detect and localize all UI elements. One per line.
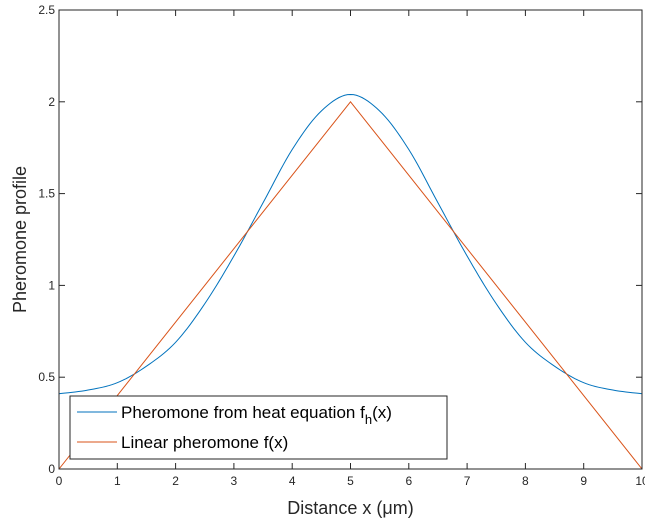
x-tick-label: 1 — [114, 474, 121, 488]
legend-box — [69, 395, 448, 460]
x-tick-label: 3 — [231, 474, 238, 488]
y-tick-label: 1 — [48, 278, 55, 292]
y-tick-label: 2.5 — [38, 3, 55, 17]
x-tick-label: 0 — [56, 474, 63, 488]
y-tick-label: 0.5 — [38, 370, 55, 384]
plot-area — [59, 10, 642, 469]
series-line-linear — [58, 100, 643, 470]
y-tick-label: 1.5 — [38, 187, 55, 201]
y-tick-label: 2 — [48, 95, 55, 109]
x-tick-label: 9 — [580, 474, 587, 488]
series-layer — [58, 93, 643, 470]
legend-entry-heat: Pheromone from heat equation fh(x) — [121, 403, 392, 427]
x-axis-label: Distance x (μm) — [287, 498, 413, 518]
x-tick-label: 10 — [635, 474, 645, 488]
x-tick-label: 8 — [522, 474, 529, 488]
y-axis-label: Pheromone profile — [10, 166, 30, 313]
legend: Pheromone from heat equation fh(x) Linea… — [69, 395, 448, 460]
x-tick-label: 5 — [347, 474, 354, 488]
legend-entry-linear: Linear pheromone f(x) — [121, 433, 288, 452]
x-tick-label: 2 — [172, 474, 179, 488]
x-tick-label: 4 — [289, 474, 296, 488]
x-tick-label: 7 — [464, 474, 471, 488]
ticks-layer: 0 1 2 3 4 5 6 7 8 9 10 0 0.5 1 1.5 2 2.5 — [38, 3, 645, 488]
y-tick-label: 0 — [48, 462, 55, 476]
series-line-heat-equation — [58, 93, 643, 395]
x-tick-label: 6 — [405, 474, 412, 488]
